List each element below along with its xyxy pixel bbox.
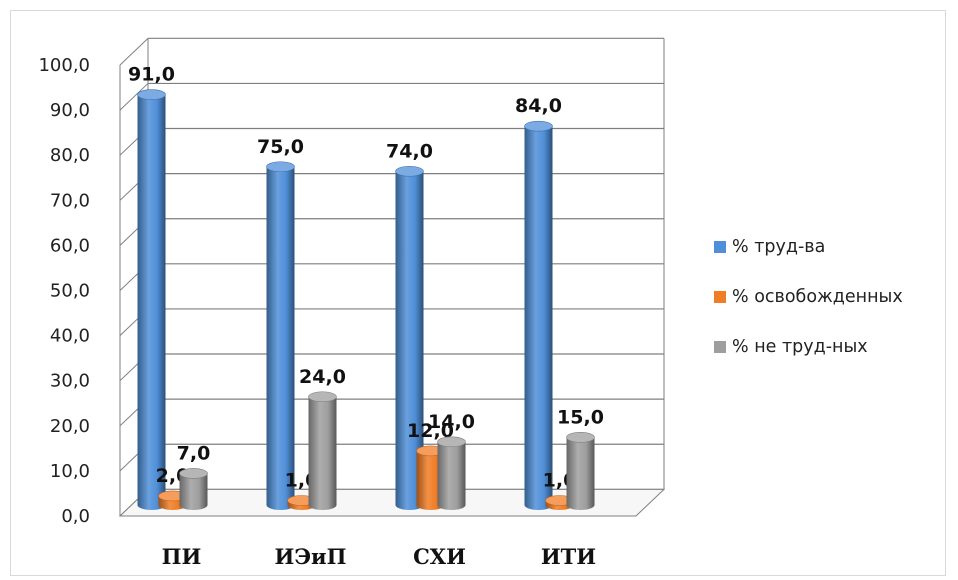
y-tick-label: 50,0 xyxy=(50,281,90,302)
side-gridline xyxy=(119,83,149,111)
y-tick-label: 40,0 xyxy=(50,326,90,347)
bar-cap xyxy=(524,120,553,132)
legend-label-labor: % труд-ва xyxy=(732,237,826,257)
data-label: 74,0 xyxy=(386,140,433,162)
y-tick-label: 70,0 xyxy=(50,190,90,211)
legend-swatch-labor xyxy=(714,241,726,253)
y-tick-label: 20,0 xyxy=(50,416,90,437)
data-label: 12,0 xyxy=(407,420,454,442)
bar-0-2 xyxy=(179,473,208,510)
side-gridline xyxy=(119,37,149,66)
legend-swatch-exempt xyxy=(714,291,726,303)
x-category-label: СХИ xyxy=(413,544,466,569)
data-label: 7,0 xyxy=(177,442,211,464)
data-label: 15,0 xyxy=(557,406,604,428)
bar-cap xyxy=(395,165,424,177)
data-label: 24,0 xyxy=(299,366,346,388)
data-label: 14,0 xyxy=(428,411,475,433)
bar-cap xyxy=(566,432,595,443)
bar-cap xyxy=(308,391,337,403)
y-tick-label: 30,0 xyxy=(50,371,90,392)
legend-item-exempt: % освобожденных xyxy=(714,282,954,312)
bar-cap xyxy=(137,89,166,100)
bar-3-2 xyxy=(566,437,595,510)
bar-1-2 xyxy=(308,396,337,510)
x-category-label: ИЭиП xyxy=(275,544,347,569)
legend-label-exempt: % освобожденных xyxy=(732,287,903,307)
bar-1-0 xyxy=(266,166,295,510)
chart-legend: % труд-ва % освобожденных % не труд-ных xyxy=(714,232,954,382)
legend-label-nonlabor: % не труд-ных xyxy=(732,337,868,357)
bar-2-0 xyxy=(395,171,424,510)
data-label: 84,0 xyxy=(515,95,562,117)
legend-item-labor: % труд-ва xyxy=(714,232,954,262)
y-tick-label: 80,0 xyxy=(50,145,90,166)
data-label: 75,0 xyxy=(257,136,304,158)
data-label: 91,0 xyxy=(128,64,175,86)
bar-cap xyxy=(179,468,208,479)
y-tick-label: 0,0 xyxy=(61,506,90,527)
bar-cap xyxy=(437,436,466,448)
bar-3-0 xyxy=(524,126,553,510)
legend-item-nonlabor: % не труд-ных xyxy=(714,332,954,362)
bar-0-0 xyxy=(137,94,166,510)
chart-frame xyxy=(10,10,946,576)
legend-swatch-nonlabor xyxy=(714,341,726,353)
y-tick-label: 10,0 xyxy=(50,461,90,482)
y-tick-label: 90,0 xyxy=(50,100,90,121)
x-category-label: ПИ xyxy=(162,544,202,569)
y-tick-label: 100,0 xyxy=(38,55,90,76)
x-category-label: ИТИ xyxy=(541,544,596,569)
bar-cap xyxy=(266,161,295,173)
y-tick-label: 60,0 xyxy=(50,235,90,256)
bar-2-2 xyxy=(437,441,466,510)
